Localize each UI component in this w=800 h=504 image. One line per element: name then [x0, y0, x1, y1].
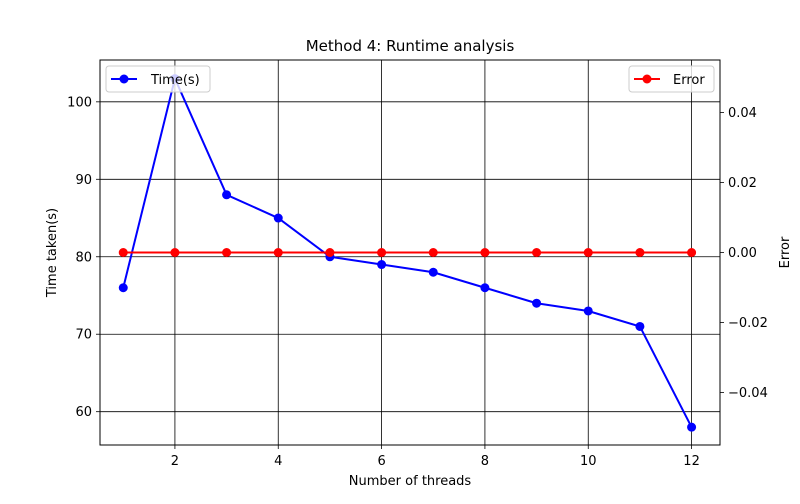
data-point-0: [583, 306, 593, 316]
x-tick-label: 10: [580, 454, 597, 469]
y2-tick-label: −0.04: [728, 386, 768, 401]
y2-axis-label: Error: [778, 236, 793, 268]
x-tick-label: 2: [171, 454, 179, 469]
legend-left-box: [105, 65, 211, 93]
tick-layer: 2 4 6 8 10 12 60 70 80 90 100 −0.04 −0.02 0.00 0.02 0.0…: [67, 95, 768, 469]
data-point-0: [480, 283, 490, 293]
y-tick-label: 60: [75, 405, 92, 420]
series-layer: [118, 74, 697, 432]
y-tick-label: 90: [75, 173, 92, 188]
legend-left-label: Time(s): [150, 73, 200, 88]
legend-right-box: [628, 65, 715, 93]
y-tick-label: 100: [67, 95, 92, 110]
y2-tick-label: −0.02: [728, 316, 768, 331]
series-line-0: [122, 77, 693, 428]
y-axis-label: Time taken(s): [45, 208, 60, 298]
data-point-0: [428, 267, 438, 277]
data-point-1: [325, 248, 335, 257]
legend-left: Time(s): [105, 65, 211, 93]
data-point-0: [118, 283, 128, 293]
data-point-0: [687, 422, 697, 432]
x-tick-label: 8: [481, 454, 489, 469]
x-tick-label: 6: [377, 454, 385, 469]
data-point-1: [428, 248, 438, 257]
y-tick-label: 70: [75, 328, 92, 343]
data-point-0: [635, 321, 645, 331]
y-tick-label: 80: [75, 250, 92, 265]
data-point-1: [170, 248, 180, 257]
data-point-0: [222, 190, 232, 200]
y2-tick-label: 0.00: [728, 246, 757, 261]
x-tick-label: 4: [274, 454, 282, 469]
chart-title: Method 4: Runtime analysis: [306, 37, 515, 55]
data-point-1: [687, 248, 697, 257]
data-point-1: [118, 248, 128, 257]
data-point-0: [377, 260, 387, 270]
data-point-0: [273, 213, 283, 223]
y2-tick-label: 0.02: [728, 176, 757, 191]
legend-right: Error: [628, 65, 715, 93]
data-point-1: [273, 248, 283, 257]
legend-left-marker: [119, 74, 129, 84]
legend-right-label: Error: [673, 73, 705, 88]
data-point-1: [222, 248, 232, 257]
data-point-1: [635, 248, 645, 257]
data-point-1: [532, 248, 542, 257]
x-tick-label: 12: [683, 454, 700, 469]
data-point-1: [583, 248, 593, 257]
data-point-0: [532, 298, 542, 308]
legend-right-marker: [642, 74, 652, 84]
x-axis-label: Number of threads: [349, 474, 472, 489]
y2-tick-label: 0.04: [728, 106, 757, 121]
data-point-1: [480, 248, 490, 257]
data-point-1: [377, 248, 387, 257]
